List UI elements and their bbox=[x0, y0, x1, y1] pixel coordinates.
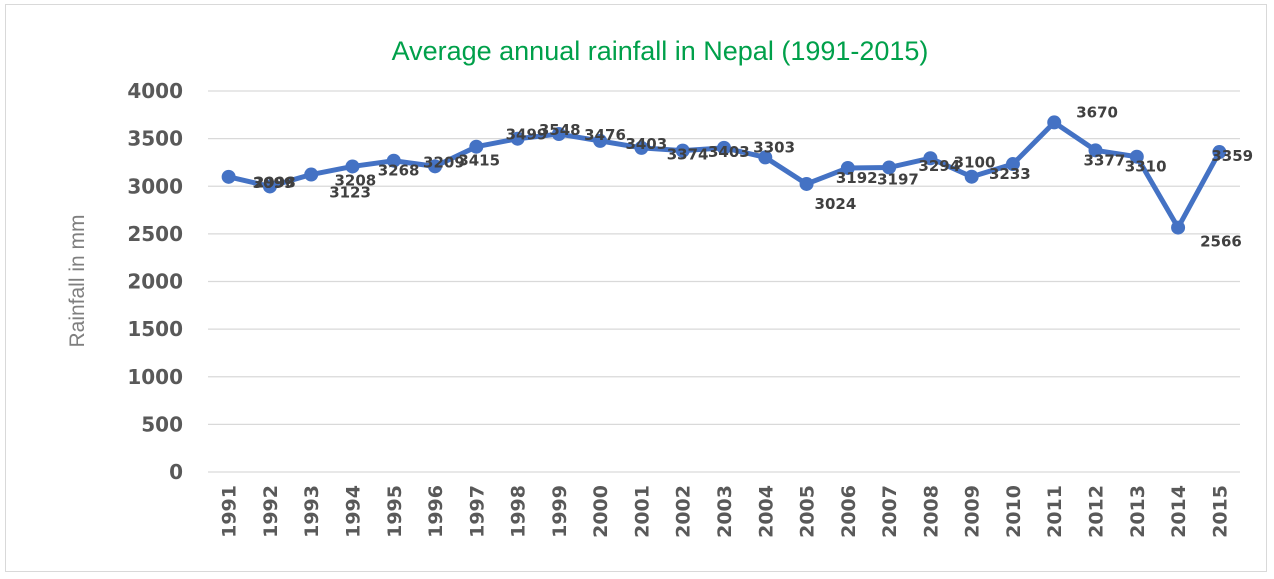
y-tick-label: 4000 bbox=[127, 79, 183, 103]
data-point bbox=[717, 140, 731, 155]
x-tick-label: 2008 bbox=[920, 485, 942, 538]
x-tick-label: 2001 bbox=[631, 485, 653, 538]
data-point bbox=[634, 140, 649, 155]
data-label: 3233 bbox=[989, 165, 1031, 183]
data-point bbox=[221, 169, 236, 184]
y-tick-label: 1000 bbox=[127, 365, 183, 389]
data-point bbox=[510, 131, 525, 146]
data-point bbox=[923, 151, 938, 166]
x-tick-label: 1995 bbox=[384, 485, 406, 538]
data-label: 3310 bbox=[1125, 158, 1167, 176]
x-tick-label: 1991 bbox=[219, 485, 241, 538]
data-point bbox=[469, 139, 484, 154]
data-label: 3209 bbox=[423, 153, 465, 171]
x-tick-label: 2002 bbox=[673, 485, 695, 538]
data-point bbox=[799, 176, 814, 191]
data-point bbox=[551, 127, 566, 142]
y-tick-label: 2000 bbox=[127, 270, 183, 294]
x-tick-label: 1993 bbox=[301, 485, 323, 538]
x-tick-label: 2000 bbox=[590, 485, 612, 538]
y-tick-label: 0 bbox=[169, 460, 183, 484]
y-tick-label: 500 bbox=[141, 412, 183, 436]
data-point bbox=[758, 150, 773, 165]
data-point bbox=[428, 159, 443, 174]
x-tick-label: 2011 bbox=[1044, 485, 1066, 538]
data-label: 3100 bbox=[954, 154, 996, 172]
x-tick-label: 1998 bbox=[508, 485, 530, 538]
y-axis-label: Rainfall in mm bbox=[66, 214, 89, 347]
y-tick-label: 3000 bbox=[127, 174, 183, 198]
data-label: 2566 bbox=[1200, 233, 1242, 251]
data-point bbox=[1129, 149, 1144, 164]
data-label: 3359 bbox=[1211, 147, 1253, 165]
data-label: 3197 bbox=[877, 170, 919, 188]
x-tick-label: 2015 bbox=[1209, 485, 1231, 538]
data-point bbox=[840, 160, 855, 175]
x-tick-label: 2013 bbox=[1127, 485, 1149, 538]
data-label: 3268 bbox=[378, 162, 420, 180]
data-label: 3024 bbox=[815, 195, 857, 213]
data-label: 3374 bbox=[667, 146, 709, 164]
data-label: 3377 bbox=[1084, 151, 1126, 169]
x-tick-label: 2009 bbox=[962, 485, 984, 538]
x-tick-label: 2004 bbox=[755, 485, 777, 538]
data-point bbox=[1212, 145, 1227, 160]
x-tick-label: 2014 bbox=[1168, 485, 1190, 538]
x-tick-label: 2006 bbox=[838, 485, 860, 538]
data-label: 3415 bbox=[458, 152, 500, 170]
data-point bbox=[386, 153, 401, 168]
x-axis-ticks: 1991 1992 1993 1994 1995 1996 1997 1998 1999 2000… bbox=[219, 485, 1232, 538]
data-point bbox=[964, 169, 979, 184]
data-label: 3403 bbox=[625, 135, 667, 153]
data-point bbox=[593, 133, 608, 148]
data-label: 3123 bbox=[329, 184, 371, 202]
gridlines bbox=[208, 90, 1240, 473]
chart-frame bbox=[5, 4, 1267, 572]
y-tick-label: 2500 bbox=[127, 222, 183, 246]
data-label: 3099 bbox=[253, 174, 295, 192]
y-tick-label: 3500 bbox=[127, 127, 183, 151]
x-tick-label: 1994 bbox=[342, 485, 364, 538]
x-tick-label: 2003 bbox=[714, 485, 736, 538]
data-point bbox=[1005, 157, 1020, 172]
x-tick-label: 1999 bbox=[549, 485, 571, 538]
data-point bbox=[262, 179, 277, 194]
data-label: 3208 bbox=[334, 171, 376, 189]
y-axis-ticks: 0 500 1000 1500 2000 2500 3000 3500 4000 bbox=[127, 79, 183, 484]
data-point bbox=[1171, 220, 1186, 235]
data-label: 3548 bbox=[539, 121, 581, 139]
x-tick-label: 2010 bbox=[1003, 485, 1025, 538]
x-tick-label: 2007 bbox=[879, 485, 901, 538]
x-tick-label: 2005 bbox=[797, 485, 819, 538]
x-tick-label: 1996 bbox=[425, 485, 447, 538]
chart-title: Average annual rainfall in Nepal (1991-2… bbox=[392, 36, 929, 66]
data-point bbox=[882, 160, 897, 175]
data-point bbox=[345, 159, 360, 174]
data-label: 3476 bbox=[584, 126, 626, 144]
data-point bbox=[675, 143, 690, 158]
data-label: 3499 bbox=[506, 126, 548, 144]
y-tick-label: 1500 bbox=[127, 317, 183, 341]
data-label: 2998 bbox=[254, 173, 296, 191]
data-label: 3192 bbox=[836, 169, 878, 187]
x-tick-label: 1992 bbox=[260, 485, 282, 538]
data-label: 3403 bbox=[708, 143, 750, 161]
x-tick-label: 2012 bbox=[1086, 485, 1108, 538]
data-point bbox=[304, 167, 319, 182]
data-label: 3294 bbox=[918, 157, 960, 175]
data-label: 3303 bbox=[753, 138, 795, 156]
x-tick-label: 1997 bbox=[466, 485, 488, 538]
data-point bbox=[1088, 143, 1103, 158]
series-rainfall bbox=[221, 115, 1227, 235]
data-label: 3670 bbox=[1076, 103, 1118, 121]
data-point bbox=[1047, 115, 1062, 130]
